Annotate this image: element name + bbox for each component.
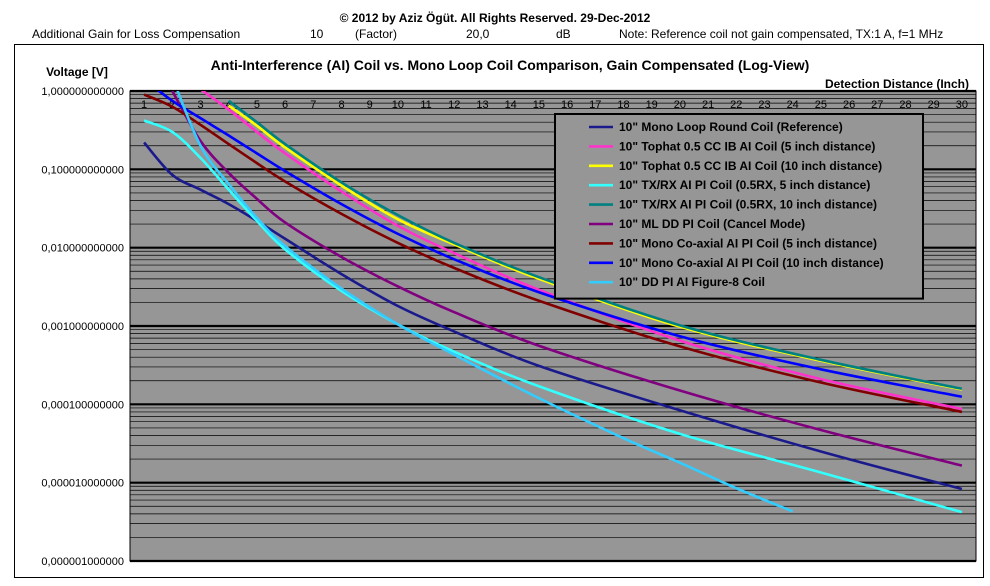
x-tick-label: 12 [448, 99, 460, 111]
series-lines [143, 91, 963, 514]
x-tick-label: 13 [476, 99, 488, 111]
x-tick-label: 4 [226, 99, 232, 111]
x-tick-label: 8 [338, 99, 344, 111]
factor-label: (Factor) [355, 27, 397, 41]
x-tick-label: 15 [533, 99, 545, 111]
x-tick-label: 2 [169, 99, 175, 111]
y-tick-label: 0,010000000000 [41, 243, 124, 255]
db-label: dB [556, 27, 571, 41]
series-line [156, 91, 963, 399]
x-tick-label: 19 [646, 99, 658, 111]
y-tick-labels: 1,000000000000 0,100000000000 0,0100000000… [41, 86, 124, 568]
x-tick-label: 9 [367, 99, 373, 111]
gain-label: Additional Gain for Loss Compensation [32, 27, 241, 41]
x-axis-label: Detection Distance (Inch) [825, 77, 969, 91]
x-tick-label: 27 [871, 99, 883, 111]
y-tick-label: 0,000001000000 [41, 556, 124, 568]
y-tick-label: 1,000000000000 [41, 86, 124, 98]
y-tick-label: 0,100000000000 [41, 164, 124, 176]
x-tick-label: 11 [420, 99, 431, 111]
y-tick-label: 0,001000000000 [41, 321, 124, 333]
legend-box [554, 113, 924, 300]
x-tick-label: 29 [928, 99, 940, 111]
x-tick-label: 10 [392, 99, 404, 111]
gain-factor-value: 10 [310, 27, 324, 41]
x-tick-label: 24 [787, 99, 799, 111]
note-text: Note: Reference coil not gain compensate… [619, 27, 944, 41]
x-tick-label: 18 [617, 99, 629, 111]
legend-entry: 10" ML DD PI Coil (Cancel Mode) [619, 217, 805, 231]
grid-lines [130, 89, 976, 563]
legend-entry: 10" Mono Co-axial AI PI Coil (10 inch di… [619, 256, 884, 270]
legend-entry: 10" DD PI AI Figure-8 Coil [619, 275, 765, 289]
x-tick-label: 6 [282, 99, 288, 111]
x-tick-label: 1 [141, 99, 147, 111]
x-tick-label: 17 [589, 99, 601, 111]
x-tick-labels: 1 2 3 4 5 6 7 8 9 10 11 12 13 14 15 16 17 18 19 20 21 22 23 24 2… [141, 99, 968, 111]
legend-entry: 10" Tophat 0.5 CC IB AI Coil (5 inch dis… [619, 139, 875, 153]
series-line [143, 141, 963, 491]
series-line [171, 91, 963, 467]
legend-entry: 10" Mono Loop Round Coil (Reference) [619, 120, 843, 134]
x-tick-label: 23 [758, 99, 770, 111]
legend: 10" Mono Loop Round Coil (Reference) 10" … [554, 113, 924, 300]
x-tick-label: 25 [815, 99, 827, 111]
copyright-text: © 2012 by Aziz Ögüt. All Rights Reserved… [339, 11, 651, 25]
x-tick-label: 20 [674, 99, 686, 111]
chart-title: Anti-Interference (AI) Coil vs. Mono Loo… [211, 57, 810, 73]
y-tick-label: 0,000100000000 [41, 399, 124, 411]
x-tick-label: 5 [254, 99, 260, 111]
x-tick-label: 26 [843, 99, 855, 111]
chart-frame: Anti-Interference (AI) Coil vs. Mono Loo… [14, 44, 984, 578]
series-line [200, 91, 963, 411]
x-tick-label: 3 [197, 99, 203, 111]
x-tick-label: 28 [899, 99, 911, 111]
legend-entry: 10" TX/RX AI PI Coil (0.5RX, 5 inch dist… [619, 178, 870, 192]
legend-entry: 10" TX/RX AI PI Coil (0.5RX, 10 inch dis… [619, 198, 877, 212]
x-tick-label: 16 [561, 99, 573, 111]
x-tick-label: 30 [956, 99, 968, 111]
x-tick-label: 22 [730, 99, 742, 111]
legend-entry: 10" Mono Co-axial AI PI Coil (5 inch dis… [619, 236, 877, 250]
y-tick-label: 0,000010000000 [41, 478, 124, 490]
chart-svg: Anti-Interference (AI) Coil vs. Mono Loo… [41, 57, 977, 568]
x-tick-label: 14 [505, 99, 517, 111]
series-line [143, 93, 963, 414]
x-tick-label: 21 [702, 99, 714, 111]
series-line [176, 91, 794, 513]
legend-entry: 10" Tophat 0.5 CC IB AI Coil (10 inch di… [619, 159, 882, 173]
series-line [227, 99, 963, 391]
gain-db-value: 20,0 [466, 27, 490, 41]
y-axis-label: Voltage [V] [46, 65, 108, 79]
x-tick-label: 7 [310, 99, 316, 111]
